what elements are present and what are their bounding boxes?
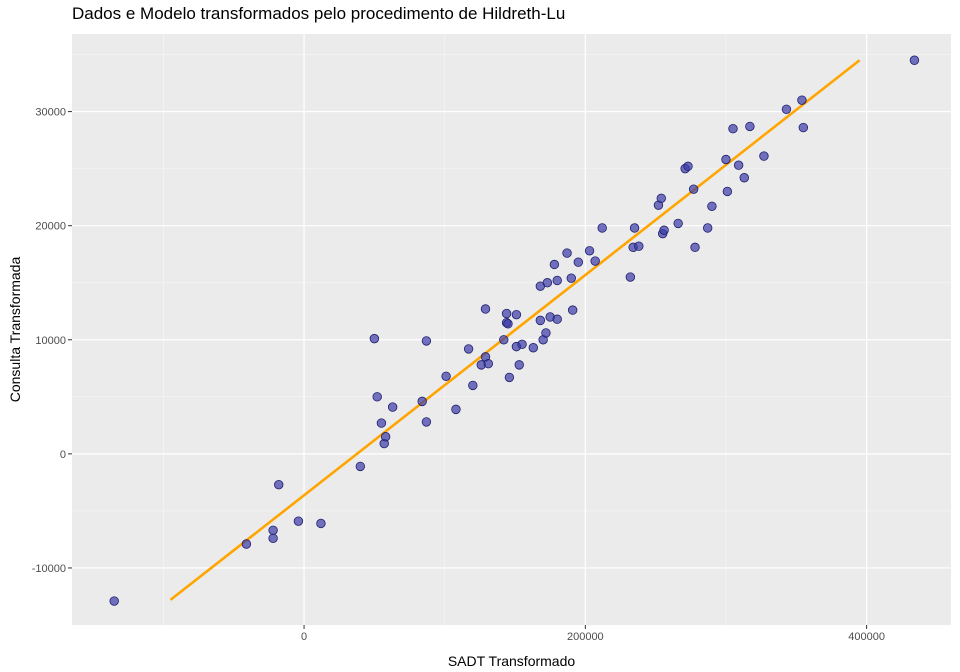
data-point xyxy=(369,333,380,344)
data-point xyxy=(702,223,713,233)
data-point xyxy=(528,343,538,353)
data-point xyxy=(739,173,749,183)
data-point xyxy=(673,218,683,229)
data-point xyxy=(597,223,607,233)
data-point xyxy=(293,516,304,526)
data-point xyxy=(584,246,595,256)
data-point xyxy=(781,104,792,115)
y-tick-label: 30000 xyxy=(35,107,66,119)
data-point xyxy=(511,309,522,320)
y-tick-label: -10000 xyxy=(32,563,66,575)
data-point xyxy=(909,55,920,65)
data-point xyxy=(499,335,509,345)
data-point xyxy=(798,122,809,133)
x-tick-label: 0 xyxy=(301,631,307,643)
data-point xyxy=(468,380,478,391)
data-point xyxy=(573,257,584,267)
data-point xyxy=(552,275,562,286)
data-point xyxy=(759,151,769,161)
data-point xyxy=(355,461,366,472)
plot-background xyxy=(72,34,951,625)
data-point xyxy=(690,242,700,253)
points-layer xyxy=(109,55,920,606)
data-point xyxy=(567,305,578,315)
data-point xyxy=(463,344,474,354)
y-axis-title: Consulta Transformada xyxy=(7,257,23,403)
data-point xyxy=(268,533,278,543)
data-point xyxy=(562,248,572,258)
data-point xyxy=(109,596,119,606)
data-point xyxy=(372,392,382,402)
major-gridlines xyxy=(72,34,951,625)
y-tick-label: 10000 xyxy=(35,335,66,347)
data-point xyxy=(483,359,493,369)
data-point xyxy=(241,539,252,549)
data-point xyxy=(421,417,432,427)
data-point xyxy=(517,339,527,350)
tick-labels: 0 200000 400000 -10000 0 10000 20000 30000 xyxy=(32,107,885,643)
data-point xyxy=(745,121,755,132)
data-point xyxy=(387,402,398,412)
x-tick-label: 400000 xyxy=(848,631,885,643)
data-point xyxy=(274,479,284,490)
data-point xyxy=(656,193,666,203)
fit-line-layer xyxy=(169,59,861,601)
minor-gridlines xyxy=(72,34,951,625)
axis-ticks xyxy=(68,111,868,629)
x-tick-label: 200000 xyxy=(567,631,604,643)
data-point xyxy=(441,371,451,381)
data-point xyxy=(688,184,699,194)
data-point xyxy=(541,328,551,338)
data-point xyxy=(421,336,432,346)
y-tick-label: 20000 xyxy=(35,221,66,233)
data-point xyxy=(728,123,738,134)
x-axis-title: SADT Transformado xyxy=(448,653,576,669)
data-point xyxy=(514,360,524,370)
data-point xyxy=(542,278,553,288)
data-point xyxy=(480,304,491,314)
data-point xyxy=(722,186,733,197)
data-point xyxy=(501,308,512,319)
data-point xyxy=(417,396,427,407)
y-tick-label: 0 xyxy=(60,449,66,461)
data-point xyxy=(629,223,640,233)
data-point xyxy=(535,315,546,326)
data-point xyxy=(707,201,717,211)
fit-line xyxy=(169,59,861,601)
data-point xyxy=(316,518,326,529)
data-point xyxy=(504,372,515,383)
data-point xyxy=(721,154,731,165)
data-point xyxy=(625,272,636,282)
data-point xyxy=(659,225,669,235)
data-point xyxy=(797,95,807,105)
data-point xyxy=(683,161,693,172)
data-point xyxy=(451,404,461,415)
data-point xyxy=(549,259,560,270)
data-point xyxy=(268,525,278,536)
data-point xyxy=(552,314,562,324)
data-point xyxy=(380,432,391,442)
data-point xyxy=(590,256,600,266)
data-point xyxy=(376,418,387,428)
chart-title: Dados e Modelo transformados pelo proced… xyxy=(72,4,566,23)
data-point xyxy=(733,160,744,170)
data-point xyxy=(503,319,513,329)
data-point xyxy=(634,241,644,251)
data-point xyxy=(566,273,576,283)
